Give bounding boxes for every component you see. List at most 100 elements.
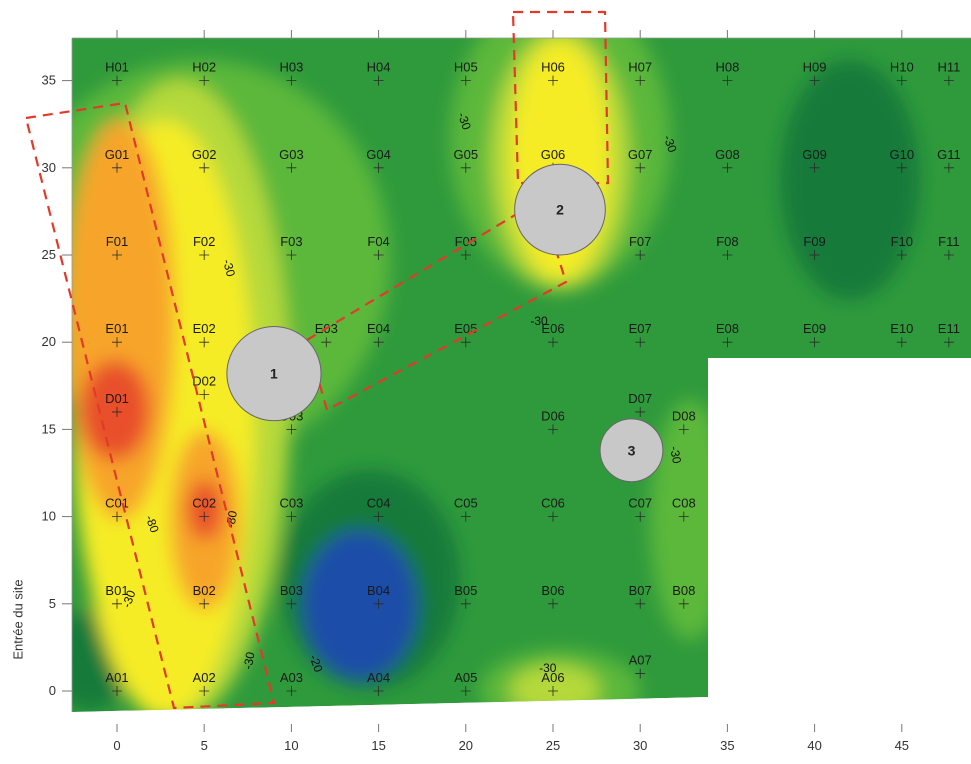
grid-point-label: C07 <box>628 496 652 511</box>
grid-point-label: A05 <box>454 670 477 685</box>
grid-point-marker <box>373 162 384 173</box>
grid-point: H06 <box>541 60 565 86</box>
grid-point-label: E04 <box>367 321 390 336</box>
grid-point-label: G07 <box>628 147 653 162</box>
grid-points: H01 H02 H03 H04 H05 H06 H07 H08 H09 H10 H11 G01 G02 G… <box>105 60 961 696</box>
grid-point: E02 <box>193 321 216 348</box>
grid-point: G08 <box>715 147 740 173</box>
grid-point-label: H02 <box>192 60 216 75</box>
grid-point-label: C06 <box>541 496 565 511</box>
grid-point: H09 <box>803 60 827 86</box>
grid-point-marker <box>373 598 384 609</box>
grid-point: A02 <box>193 670 216 696</box>
grid-point-label: E05 <box>454 321 477 336</box>
grid-point: G01 <box>105 147 129 173</box>
grid-point-label: C08 <box>672 496 696 511</box>
grid-point-label: D06 <box>541 408 565 423</box>
grid-point: E09 <box>803 321 826 348</box>
grid-point-label: G02 <box>192 147 217 162</box>
blue-area <box>302 530 418 680</box>
grid-point-label: A07 <box>629 653 652 668</box>
grid-point-label: H01 <box>105 60 129 75</box>
grid-point-label: F01 <box>106 234 128 249</box>
grid-point-marker <box>809 250 820 260</box>
grid-point-label: G08 <box>715 147 740 162</box>
grid-point-marker <box>722 75 733 86</box>
grid-point-marker <box>112 406 122 417</box>
orange-area <box>72 120 175 520</box>
red-area <box>187 480 223 540</box>
grid-point: E06 <box>541 321 565 348</box>
grid-point-marker <box>286 686 297 696</box>
grid-point-marker <box>112 162 122 173</box>
grid-point: F05 <box>455 234 477 260</box>
grid-point-marker <box>373 511 384 522</box>
grid-point: H05 <box>454 60 478 86</box>
y-tick-label: 25 <box>42 247 56 262</box>
grid-point-marker <box>199 686 210 696</box>
grid-point-label: F09 <box>803 234 825 249</box>
grid-point-marker <box>635 598 646 609</box>
grid-point-label: A04 <box>367 670 390 685</box>
grid-point: D01 <box>105 391 129 417</box>
grid-point-label: E07 <box>629 321 652 336</box>
grid-point-label: D07 <box>628 391 652 406</box>
grid-point: D07 <box>628 391 652 417</box>
grid-point-label: E06 <box>541 321 564 336</box>
grid-point-label: E01 <box>105 321 128 336</box>
grid-point-marker <box>722 250 733 260</box>
grid-point: H02 <box>192 60 216 86</box>
grid-point-label: H04 <box>367 60 391 75</box>
grid-point-marker <box>460 337 471 348</box>
grid-point-label: F07 <box>629 234 651 249</box>
grid-point: B05 <box>454 583 477 609</box>
dashed-outline-left <box>24 101 276 710</box>
grid-point: A07 <box>629 653 652 679</box>
grid-point: G05 <box>454 147 479 173</box>
grid-point-marker <box>678 598 689 609</box>
grid-point: G11 <box>937 147 961 173</box>
grid-point-label: E10 <box>890 321 913 336</box>
y-tick-label: 20 <box>42 334 56 349</box>
grid-point-marker <box>809 337 820 348</box>
grid-point-label: C05 <box>454 496 478 511</box>
grid-point-marker <box>896 75 907 86</box>
contour-value-label: -30 <box>455 111 474 132</box>
zone-label: 1 <box>270 366 278 382</box>
grid-point: E08 <box>716 321 739 348</box>
dark-green-area <box>780 60 920 300</box>
grid-point-marker <box>112 686 122 696</box>
grid-point-label: F10 <box>891 234 913 249</box>
grid-point-marker <box>460 250 471 260</box>
grid-point-label: H03 <box>279 60 303 75</box>
zone-circle <box>514 163 606 256</box>
contour-value-label: -30 <box>661 133 680 154</box>
x-tick-label: 40 <box>807 738 821 753</box>
grid-point: B08 <box>672 583 695 609</box>
grid-point-marker <box>112 250 122 260</box>
grid-point: G09 <box>802 147 827 173</box>
grid-point-marker <box>635 406 646 417</box>
grid-point: C06 <box>541 496 565 522</box>
grid-point-marker <box>943 337 954 348</box>
grid-point-marker <box>635 511 646 522</box>
grid-point-label: G04 <box>366 147 391 162</box>
grid-point: F11 <box>938 234 960 260</box>
grid-point-label: F11 <box>938 234 959 249</box>
y-tick-label: 30 <box>42 160 56 175</box>
grid-point-marker <box>199 162 210 173</box>
grid-point-marker <box>460 511 471 522</box>
grid-point-marker <box>548 598 558 609</box>
grid-point-marker <box>678 511 689 522</box>
grid-point-label: F02 <box>193 234 215 249</box>
grid-point-marker <box>373 686 384 696</box>
grid-point-marker <box>678 424 689 435</box>
grid-point-marker <box>635 668 646 679</box>
grid-point-label: G05 <box>454 147 479 162</box>
grid-point: G04 <box>366 147 391 173</box>
grid-point: G03 <box>279 147 304 173</box>
grid-point-label: H10 <box>890 60 914 75</box>
grid-point: F09 <box>803 234 826 260</box>
grid-point: D08 <box>672 408 696 435</box>
contour-field <box>72 38 971 712</box>
